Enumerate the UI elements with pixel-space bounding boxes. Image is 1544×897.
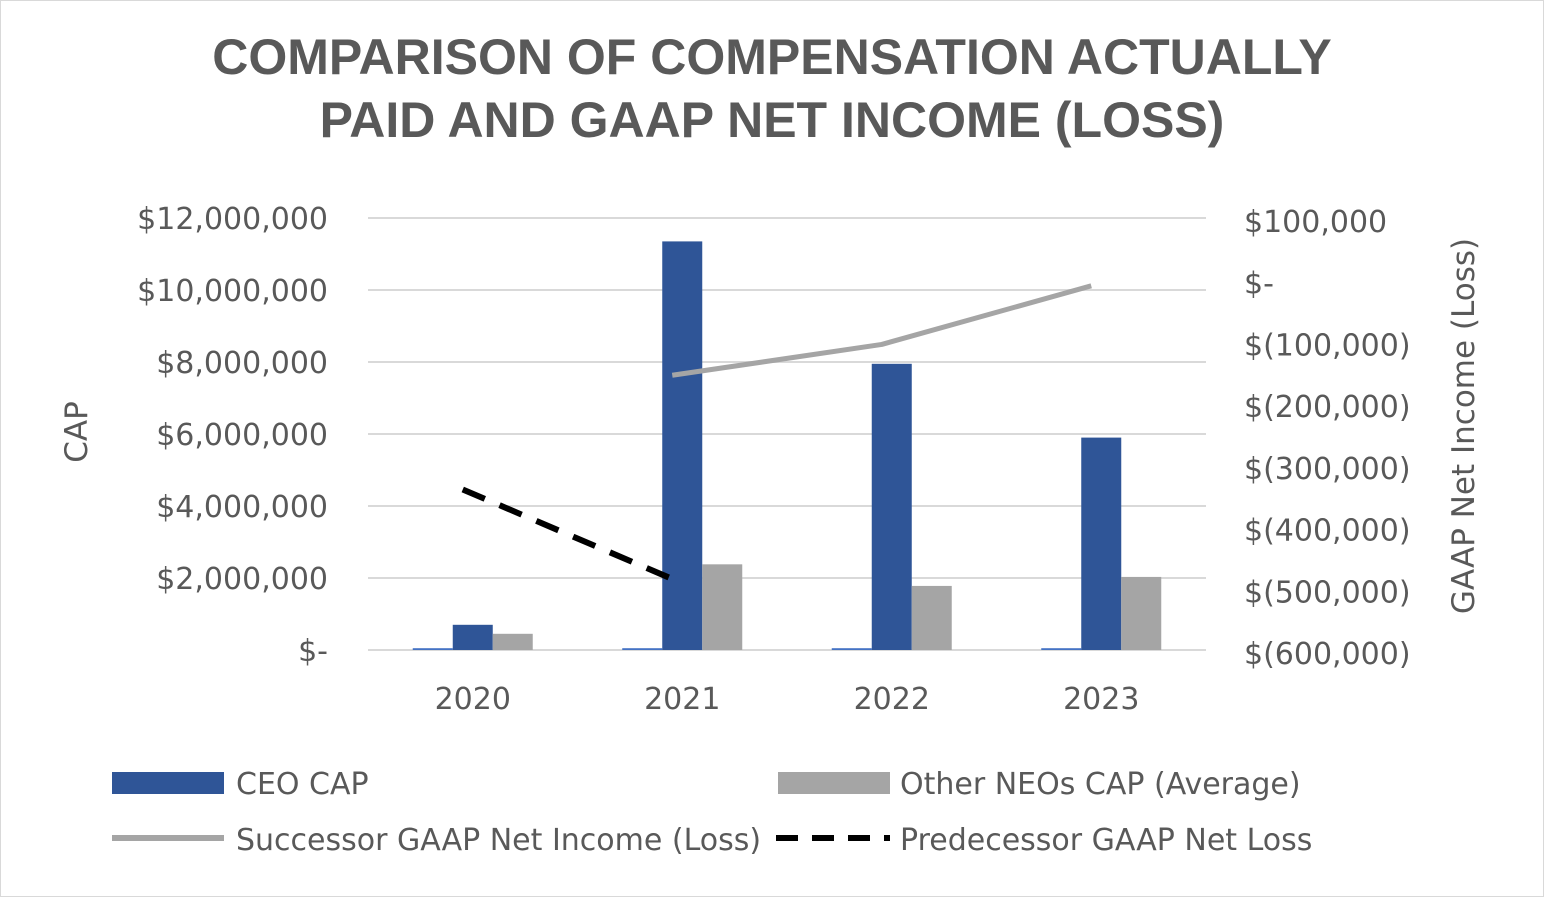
y2-tick-label: $(100,000): [1244, 328, 1411, 363]
y2-tick-label: $(600,000): [1244, 637, 1411, 672]
y2-tick-label: $-: [1244, 267, 1274, 302]
bar-hidden-series-2023: [1041, 648, 1082, 650]
bar-ceo-cap-2020: [452, 624, 493, 650]
gridlines: [368, 217, 1206, 651]
line-series: [461, 283, 1092, 582]
chart-title-line-2: PAID AND GAAP NET INCOME (LOSS): [319, 92, 1225, 148]
y2-tick-label: $100,000: [1244, 205, 1387, 240]
y-tick-label: $-: [298, 634, 328, 669]
line-successor-gaap-net-income-loss: [671, 283, 1092, 378]
x-tick-label: 2023: [1063, 682, 1139, 717]
bar-other-neos-cap-average-2023: [1121, 576, 1162, 650]
y-tick-label: $10,000,000: [137, 274, 328, 309]
legend-label-other-neos-cap: Other NEOs CAP (Average): [900, 767, 1301, 802]
bar-ceo-cap-2023: [1081, 437, 1122, 650]
y2-tick-label: $(500,000): [1244, 575, 1411, 610]
y-tick-label: $12,000,000: [137, 202, 328, 237]
right-axis-ticks: $(600,000) $(500,000) $(400,000) $(300,000)…: [1244, 205, 1411, 672]
legend-swatch-other-neos-cap: [778, 772, 890, 794]
bar-hidden-series-2022: [831, 648, 872, 650]
bar-ceo-cap-2021: [662, 241, 703, 650]
y2-tick-label: $(300,000): [1244, 452, 1411, 487]
bar-other-neos-cap-average-2022: [911, 585, 952, 650]
y-tick-label: $6,000,000: [156, 418, 328, 453]
bars: [412, 241, 1162, 650]
y-axis-title: CAP: [59, 401, 95, 463]
bar-other-neos-cap-average-2021: [702, 564, 743, 650]
x-axis-ticks: 2020 2021 2022 2023: [435, 682, 1140, 717]
x-tick-label: 2022: [854, 682, 930, 717]
bar-hidden-series-2021: [622, 648, 663, 650]
left-axis-ticks: $- $2,000,000 $4,000,000 $6,000,000 $8,000,0…: [137, 202, 328, 669]
legend-swatch-ceo-cap: [112, 772, 224, 794]
x-tick-label: 2020: [435, 682, 511, 717]
x-tick-label: 2021: [644, 682, 720, 717]
y2-tick-label: $(400,000): [1244, 514, 1411, 549]
legend: CEO CAP Other NEOs CAP (Average) Success…: [112, 767, 1312, 858]
y-tick-label: $4,000,000: [156, 490, 328, 525]
y2-axis-title: GAAP Net Income (Loss): [1446, 238, 1482, 614]
y-tick-label: $2,000,000: [156, 562, 328, 597]
y-tick-label: $8,000,000: [156, 346, 328, 381]
y2-tick-label: $(200,000): [1244, 390, 1411, 425]
bar-other-neos-cap-average-2020: [492, 633, 533, 650]
legend-label-successor: Successor GAAP Net Income (Loss): [236, 823, 761, 858]
bar-hidden-series-2020: [412, 648, 453, 650]
line-predecessor-gaap-net-loss: [461, 486, 674, 582]
legend-label-predecessor: Predecessor GAAP Net Loss: [900, 823, 1312, 858]
bar-ceo-cap-2022: [871, 363, 912, 650]
legend-label-ceo-cap: CEO CAP: [236, 767, 369, 802]
chart-title-line-1: COMPARISON OF COMPENSATION ACTUALLY: [212, 29, 1332, 85]
